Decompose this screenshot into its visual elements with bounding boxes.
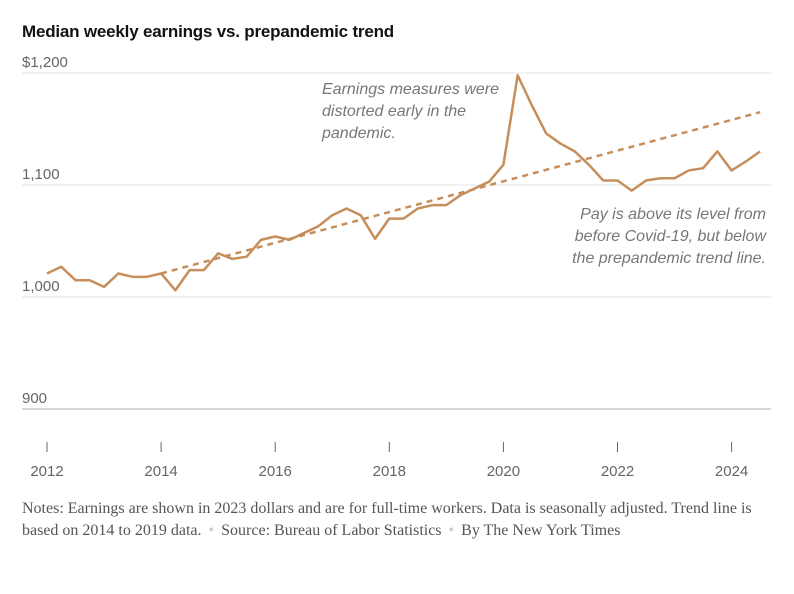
annotation-trend: the prepandemic trend line.: [572, 250, 766, 267]
x-tick-label: 2016: [259, 463, 292, 480]
y-tick-label: $1,200: [22, 54, 68, 71]
y-tick-label: 1,000: [22, 278, 60, 295]
source-text: Source: Bureau of Labor Statistics: [221, 522, 442, 539]
notes-text: Notes: Earnings are shown in 2023 dollar…: [22, 500, 752, 539]
annotation-trend: before Covid-19, but below: [575, 228, 768, 245]
annotation-pandemic: Earnings measures were: [322, 81, 499, 98]
credit-text: By The New York Times: [461, 522, 621, 539]
x-tick-label: 2012: [30, 463, 63, 480]
chart-title: Median weekly earnings vs. prepandemic t…: [22, 22, 394, 41]
earnings-line: [46, 73, 761, 292]
annotation-pandemic: distorted early in the: [322, 103, 466, 120]
x-tick-label: 2020: [487, 463, 520, 480]
annotation-pandemic: pandemic.: [321, 125, 396, 142]
x-tick-label: 2022: [601, 463, 634, 480]
y-tick-label: 900: [22, 390, 47, 407]
x-tick-label: 2024: [715, 463, 748, 480]
annotation-trend: Pay is above its level from: [580, 206, 766, 223]
x-tick-label: 2018: [373, 463, 406, 480]
chart-notes: Notes: Earnings are shown in 2023 dollar…: [22, 500, 752, 539]
trend-line: [160, 110, 761, 275]
y-tick-label: 1,100: [22, 166, 60, 183]
x-tick-label: 2014: [144, 463, 177, 480]
